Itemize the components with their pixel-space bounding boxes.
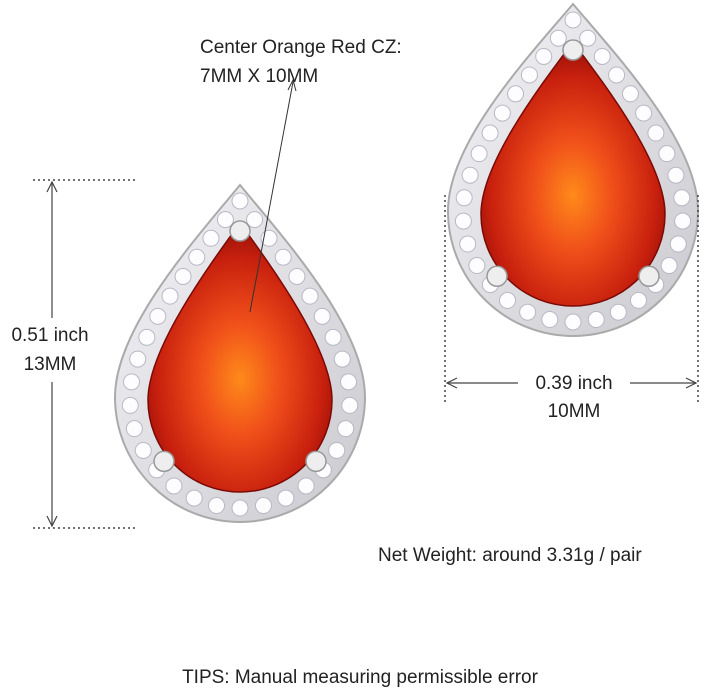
pave-stone bbox=[454, 212, 472, 230]
leader-line bbox=[249, 81, 294, 313]
pave-stone bbox=[254, 497, 272, 515]
pave-stone bbox=[231, 192, 249, 210]
pave-stone bbox=[660, 257, 678, 275]
pave-stone bbox=[579, 29, 597, 47]
pave-stone bbox=[549, 29, 567, 47]
pave-stone bbox=[519, 303, 537, 321]
pave-stone bbox=[328, 441, 346, 459]
pave-stone bbox=[134, 441, 152, 459]
center-stone bbox=[480, 40, 666, 307]
pave-stone bbox=[564, 11, 582, 29]
earring bbox=[113, 183, 367, 523]
pave-stone bbox=[609, 303, 627, 321]
pave-stone bbox=[165, 477, 183, 495]
pave-stone bbox=[658, 145, 676, 163]
center-stone-label: Center Orange Red CZ: bbox=[200, 37, 402, 58]
pave-stone bbox=[185, 489, 203, 507]
pave-stone bbox=[121, 396, 139, 414]
pave-stone bbox=[667, 166, 685, 184]
pave-stone bbox=[216, 211, 234, 229]
pave-stone bbox=[674, 212, 692, 230]
prong bbox=[153, 450, 175, 473]
pave-stone bbox=[125, 420, 143, 438]
pave-stone bbox=[324, 328, 342, 346]
pave-stone bbox=[481, 124, 499, 142]
pave-stone bbox=[459, 235, 477, 253]
width-mm: 10MM bbox=[548, 401, 601, 422]
net-weight: Net Weight: around 3.31g / pair bbox=[378, 545, 642, 566]
leader-arrow bbox=[287, 78, 297, 92]
prong bbox=[305, 450, 327, 473]
pave-stone bbox=[277, 489, 295, 507]
pave-stone bbox=[520, 66, 538, 84]
pave-stone bbox=[174, 267, 192, 285]
width-dimension bbox=[444, 195, 699, 405]
pave-stone bbox=[208, 497, 226, 515]
pave-stone bbox=[455, 189, 473, 207]
pave-stone bbox=[339, 373, 357, 391]
pave-stone bbox=[635, 104, 653, 122]
pave-stone bbox=[301, 287, 319, 305]
pave-stone bbox=[593, 47, 611, 65]
pave-stone bbox=[333, 350, 351, 368]
pave-stone bbox=[468, 257, 486, 275]
pave-stone bbox=[149, 307, 167, 325]
height-inch: 0.51 inch bbox=[11, 325, 88, 346]
pave-stone bbox=[161, 287, 179, 305]
pave-stone bbox=[337, 420, 355, 438]
earring bbox=[446, 2, 700, 337]
pave-stone bbox=[507, 85, 525, 103]
pave-stone bbox=[123, 373, 141, 391]
pave-stone bbox=[246, 211, 264, 229]
pave-stone bbox=[470, 145, 488, 163]
pave-stone bbox=[461, 166, 479, 184]
prong bbox=[562, 39, 584, 61]
prong bbox=[638, 265, 660, 287]
prong bbox=[486, 265, 508, 287]
pave-stone bbox=[541, 311, 559, 329]
pave-stone bbox=[587, 311, 605, 329]
pave-stone bbox=[621, 85, 639, 103]
pave-stone bbox=[673, 189, 691, 207]
pave-stone bbox=[493, 104, 511, 122]
pave-stone bbox=[260, 229, 278, 247]
pave-stone bbox=[341, 396, 359, 414]
pave-stone bbox=[629, 291, 647, 309]
pave-stone bbox=[608, 66, 626, 84]
pave-stone bbox=[138, 328, 156, 346]
center-stone-size: 7MM X 10MM bbox=[200, 66, 318, 87]
height-mm: 13MM bbox=[24, 354, 77, 375]
tips: TIPS: Manual measuring permissible error bbox=[182, 667, 539, 688]
height-dimension bbox=[33, 179, 135, 529]
pave-stone bbox=[231, 499, 249, 517]
earrings bbox=[113, 2, 700, 523]
pave-stone bbox=[274, 248, 292, 266]
pave-stone bbox=[564, 313, 582, 331]
pave-stone bbox=[129, 350, 147, 368]
prong bbox=[229, 220, 251, 242]
pave-stone bbox=[288, 267, 306, 285]
pave-stone bbox=[535, 47, 553, 65]
width-inch: 0.39 inch bbox=[535, 373, 612, 394]
center-stone bbox=[147, 221, 333, 493]
pave-stone bbox=[313, 307, 331, 325]
pave-stone bbox=[188, 248, 206, 266]
pave-stone bbox=[297, 477, 315, 495]
pave-stone bbox=[669, 235, 687, 253]
pave-stone bbox=[499, 291, 517, 309]
pave-stone bbox=[647, 124, 665, 142]
pave-stone bbox=[202, 229, 220, 247]
